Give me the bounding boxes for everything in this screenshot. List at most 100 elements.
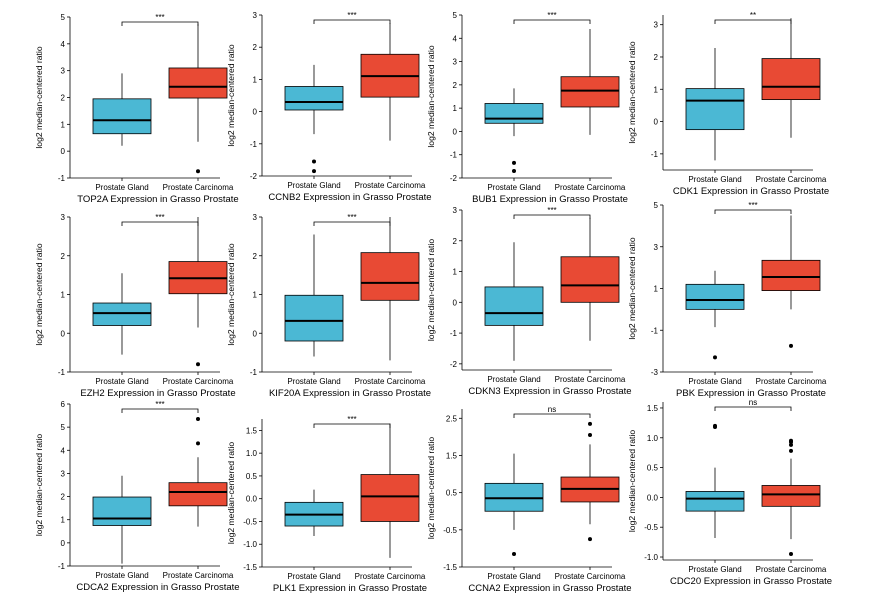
significance-label: *** [748, 201, 757, 210]
significance-bracket [121, 21, 199, 26]
boxplot-panel-4: -1 0 1 2 3 log2 median-centered ratio Prostate… [627, 11, 829, 197]
y-axis-label: log2 median-centered ratio [34, 46, 44, 148]
y-tick-label: 0 [654, 118, 659, 127]
x-category-label: Prostate Gland [487, 375, 540, 384]
y-tick-label: -1 [651, 150, 659, 159]
significance-label: *** [347, 213, 356, 222]
y-tick-label: -1 [450, 329, 458, 338]
y-tick-label: 1.5 [446, 451, 458, 460]
y-tick-label: 0.0 [246, 495, 258, 504]
y-tick-label: -1.0 [644, 553, 658, 562]
outlier-point [312, 159, 316, 164]
y-tick-label: 3 [453, 206, 458, 215]
y-tick-label: 3 [654, 21, 659, 30]
y-axis-label: log2 median-centered ratio [627, 430, 637, 532]
significance-label: *** [347, 415, 356, 424]
y-tick-label: -1 [58, 368, 66, 377]
significance-bracket [714, 209, 792, 214]
y-tick-label: 3 [61, 213, 66, 222]
significance-bracket [313, 423, 391, 428]
panel-caption: CCNA2 Expression in Grasso Prostate [468, 583, 631, 594]
box-prostate-gland [284, 86, 344, 111]
x-category-label: Prostate Carcinoma [355, 572, 426, 581]
significance-bracket [714, 19, 792, 24]
boxplot-panel-11: -1.5 -0.5 0.5 1.5 2.5 log2 median-centered ra… [426, 405, 632, 594]
outlier-point [512, 160, 516, 165]
x-category-label: Prostate Gland [487, 183, 540, 192]
y-axis-label: log2 median-centered ratio [426, 239, 436, 341]
y-tick-label: -1.0 [243, 540, 257, 549]
boxplot-panel-7: -2 -1 0 1 2 3 log2 median-centered ratio Prosta… [426, 206, 632, 397]
box-prostate-carcinoma [761, 259, 821, 291]
y-tick-label: -1.5 [443, 563, 457, 572]
significance-label: ns [749, 398, 757, 407]
y-tick-label: 0.0 [647, 493, 659, 502]
panel-caption: PBK Expression in Grasso Prostate [676, 388, 826, 399]
box-prostate-carcinoma [168, 482, 228, 507]
y-tick-label: -1 [58, 174, 66, 183]
y-axis-label: log2 median-centered ratio [34, 243, 44, 345]
outlier-point [789, 552, 793, 557]
x-category-label: Prostate Gland [287, 572, 340, 581]
outlier-point [789, 442, 793, 447]
outlier-point [713, 423, 717, 428]
box-prostate-gland [685, 88, 745, 131]
y-tick-label: 0 [253, 108, 258, 117]
y-tick-label: 0.5 [446, 489, 458, 498]
y-tick-label: 0.5 [246, 472, 258, 481]
y-tick-label: 1 [654, 85, 659, 94]
x-category-label: Prostate Carcinoma [555, 375, 626, 384]
panel-caption: PLK1 Expression in Grasso Prostate [273, 583, 427, 594]
x-category-label: Prostate Carcinoma [555, 572, 626, 581]
box-prostate-gland [92, 302, 152, 326]
outlier-point [196, 417, 200, 422]
y-tick-label: 1 [61, 120, 66, 129]
x-category-label: Prostate Carcinoma [163, 377, 234, 386]
significance-label: *** [155, 400, 164, 409]
y-axis-label: log2 median-centered ratio [226, 44, 236, 146]
y-tick-label: -2 [450, 360, 458, 369]
x-category-label: Prostate Carcinoma [355, 377, 426, 386]
y-tick-label: 1 [253, 291, 258, 300]
panel-caption: TOP2A Expression in Grasso Prostate [77, 194, 238, 205]
box-prostate-carcinoma [360, 474, 420, 522]
y-tick-label: -2 [450, 174, 458, 183]
box-prostate-carcinoma [360, 252, 420, 301]
significance-label: *** [547, 11, 556, 20]
x-category-label: Prostate Carcinoma [756, 175, 827, 184]
box-prostate-carcinoma [560, 76, 620, 108]
boxplot-panel-1: -1 0 1 2 3 4 5 log2 median-centered ratio Prosta… [34, 13, 239, 205]
x-category-label: Prostate Carcinoma [756, 565, 827, 574]
boxplot-panel-8: -3 -1 1 3 5 log2 median-centered ratio Prostat… [627, 201, 827, 399]
panel-caption: BUB1 Expression in Grasso Prostate [472, 194, 628, 205]
y-tick-label: 3 [61, 67, 66, 76]
significance-label: *** [547, 206, 556, 215]
significance-bracket [313, 221, 391, 226]
significance-label: *** [347, 11, 356, 20]
y-tick-label: -1 [250, 368, 258, 377]
y-tick-label: 2 [61, 493, 66, 502]
x-category-label: Prostate Gland [95, 571, 148, 580]
boxplot-panel-12: -1.0 -0.5 0.0 0.5 1.0 1.5 log2 median-centered… [627, 398, 832, 587]
y-axis-label: log2 median-centered ratio [627, 41, 637, 143]
y-tick-label: 2 [453, 81, 458, 90]
panel-caption: CCNB2 Expression in Grasso Prostate [268, 192, 431, 203]
outlier-point [196, 169, 200, 174]
boxplot-panel-5: -1 0 1 2 3 log2 median-centered ratio Prostate… [34, 213, 236, 399]
box-prostate-gland [92, 496, 152, 526]
x-category-label: Prostate Carcinoma [756, 377, 827, 386]
y-tick-label: 5 [61, 13, 66, 22]
outlier-point [789, 438, 793, 443]
y-tick-label: 2 [654, 53, 659, 62]
panel-caption: EZH2 Expression in Grasso Prostate [80, 388, 235, 399]
y-axis-label: log2 median-centered ratio [226, 243, 236, 345]
panel-caption: CDKN3 Expression in Grasso Prostate [468, 386, 631, 397]
significance-label: *** [155, 213, 164, 222]
significance-bracket [313, 19, 391, 24]
significance-bracket [121, 221, 199, 226]
y-tick-label: 0 [61, 539, 66, 548]
outlier-point [196, 441, 200, 446]
significance-bracket [513, 214, 591, 219]
panel-caption: CDCA2 Expression in Grasso Prostate [76, 582, 239, 593]
y-tick-label: 1.0 [246, 449, 258, 458]
